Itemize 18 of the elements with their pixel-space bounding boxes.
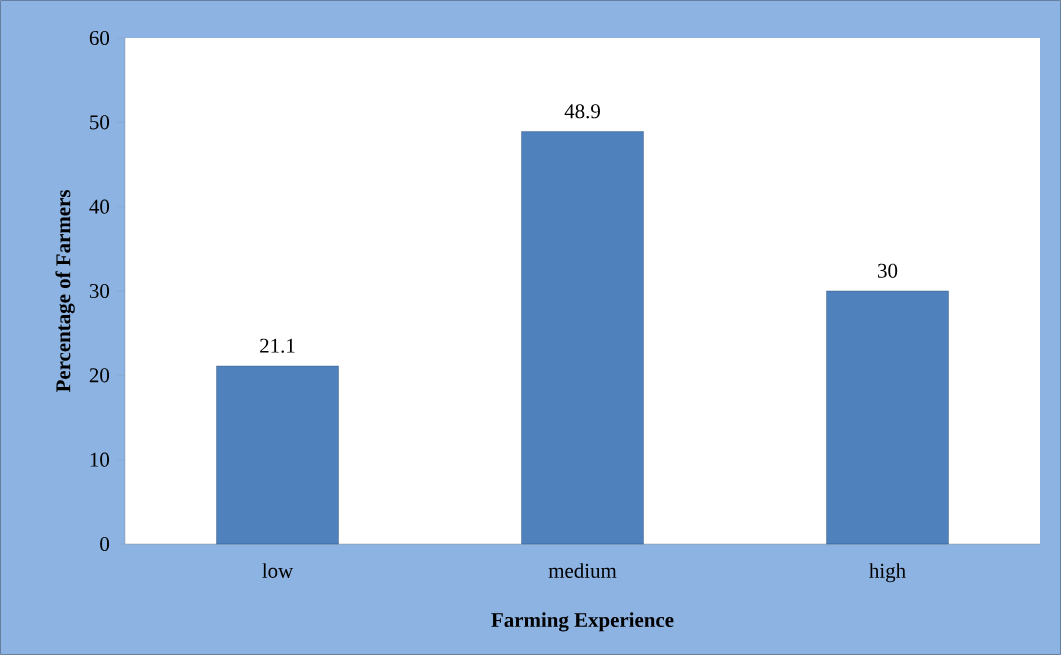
bar xyxy=(521,131,644,545)
x-tick-label: medium xyxy=(548,563,617,578)
data-label: 30 xyxy=(878,263,898,278)
y-axis-title: Percentage of Farmers xyxy=(55,190,75,393)
data-label: 21.1 xyxy=(260,338,295,353)
y-tick-label: 50 xyxy=(90,115,110,130)
y-tick-label: 0 xyxy=(100,536,110,552)
bar xyxy=(826,290,949,545)
x-axis-title: Farming Experience xyxy=(491,612,674,632)
y-tick-label: 60 xyxy=(89,30,110,46)
y-tick-label: 30 xyxy=(89,283,110,299)
data-label: 48.9 xyxy=(564,104,600,119)
y-tick-label: 10 xyxy=(90,452,110,467)
y-tick-label: 20 xyxy=(89,368,110,383)
x-tick-label: low xyxy=(262,563,294,578)
bar xyxy=(216,365,339,545)
x-tick-label: high xyxy=(869,563,906,583)
y-tick-label: 40 xyxy=(89,199,110,214)
